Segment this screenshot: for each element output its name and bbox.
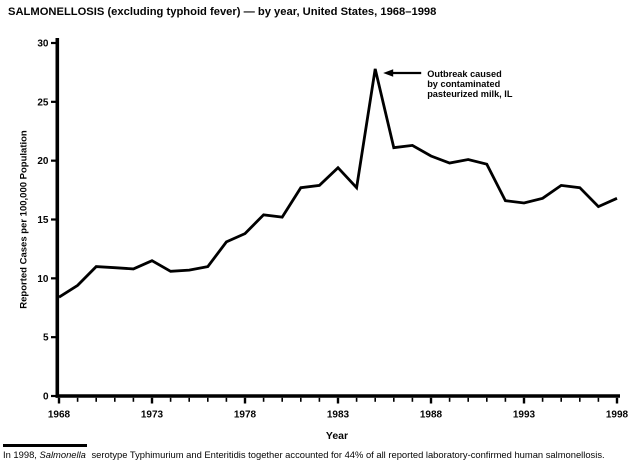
- x-tick-label: 1973: [141, 410, 164, 421]
- line-chart: 0 5 10 15 20 25 30 1968 1973 1978 1983 1988 1993 1998…: [19, 38, 629, 442]
- x-axis-title: Year: [326, 430, 348, 442]
- annotation-text-line: pasteurized milk, IL: [427, 89, 513, 99]
- y-tick-label: 0: [43, 392, 49, 403]
- y-tick-label: 15: [37, 215, 49, 226]
- x-tick-label: 1983: [327, 410, 350, 421]
- annotation-arrow-head: [383, 69, 394, 77]
- footnote-text-rest: serotype Typhimurium and Enteritidis tog…: [88, 449, 605, 460]
- y-tick-label: 30: [37, 39, 49, 50]
- annotation-text-line: by contaminated: [427, 79, 500, 89]
- y-tick-label: 20: [37, 156, 49, 167]
- annotation-text-line: Outbreak caused: [427, 69, 502, 79]
- y-axis-title: Reported Cases per 100,000 Population: [19, 130, 30, 309]
- chart-title: SALMONELLOSIS (excluding typhoid fever) …: [8, 6, 437, 18]
- x-tick-label: 1993: [513, 410, 536, 421]
- x-tick-label: 1988: [420, 410, 443, 421]
- y-tick-label: 10: [37, 274, 49, 285]
- data-line: [58, 68, 618, 299]
- x-tick-label: 1978: [234, 410, 257, 421]
- x-tick-label: 1998: [606, 410, 629, 421]
- y-tick-label: 5: [43, 333, 49, 344]
- footnote-text-prefix: In 1998,: [3, 449, 40, 460]
- footnote-rule: [3, 444, 87, 447]
- footnote: In 1998, Salmonella serotype Typhimurium…: [3, 444, 638, 460]
- x-tick-label: 1968: [48, 410, 71, 421]
- y-tick-label: 25: [37, 97, 49, 108]
- footnote-text-italic: Salmonella: [39, 449, 86, 460]
